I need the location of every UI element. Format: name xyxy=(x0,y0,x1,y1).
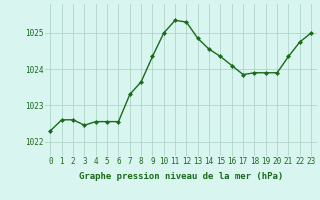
X-axis label: Graphe pression niveau de la mer (hPa): Graphe pression niveau de la mer (hPa) xyxy=(79,172,283,181)
